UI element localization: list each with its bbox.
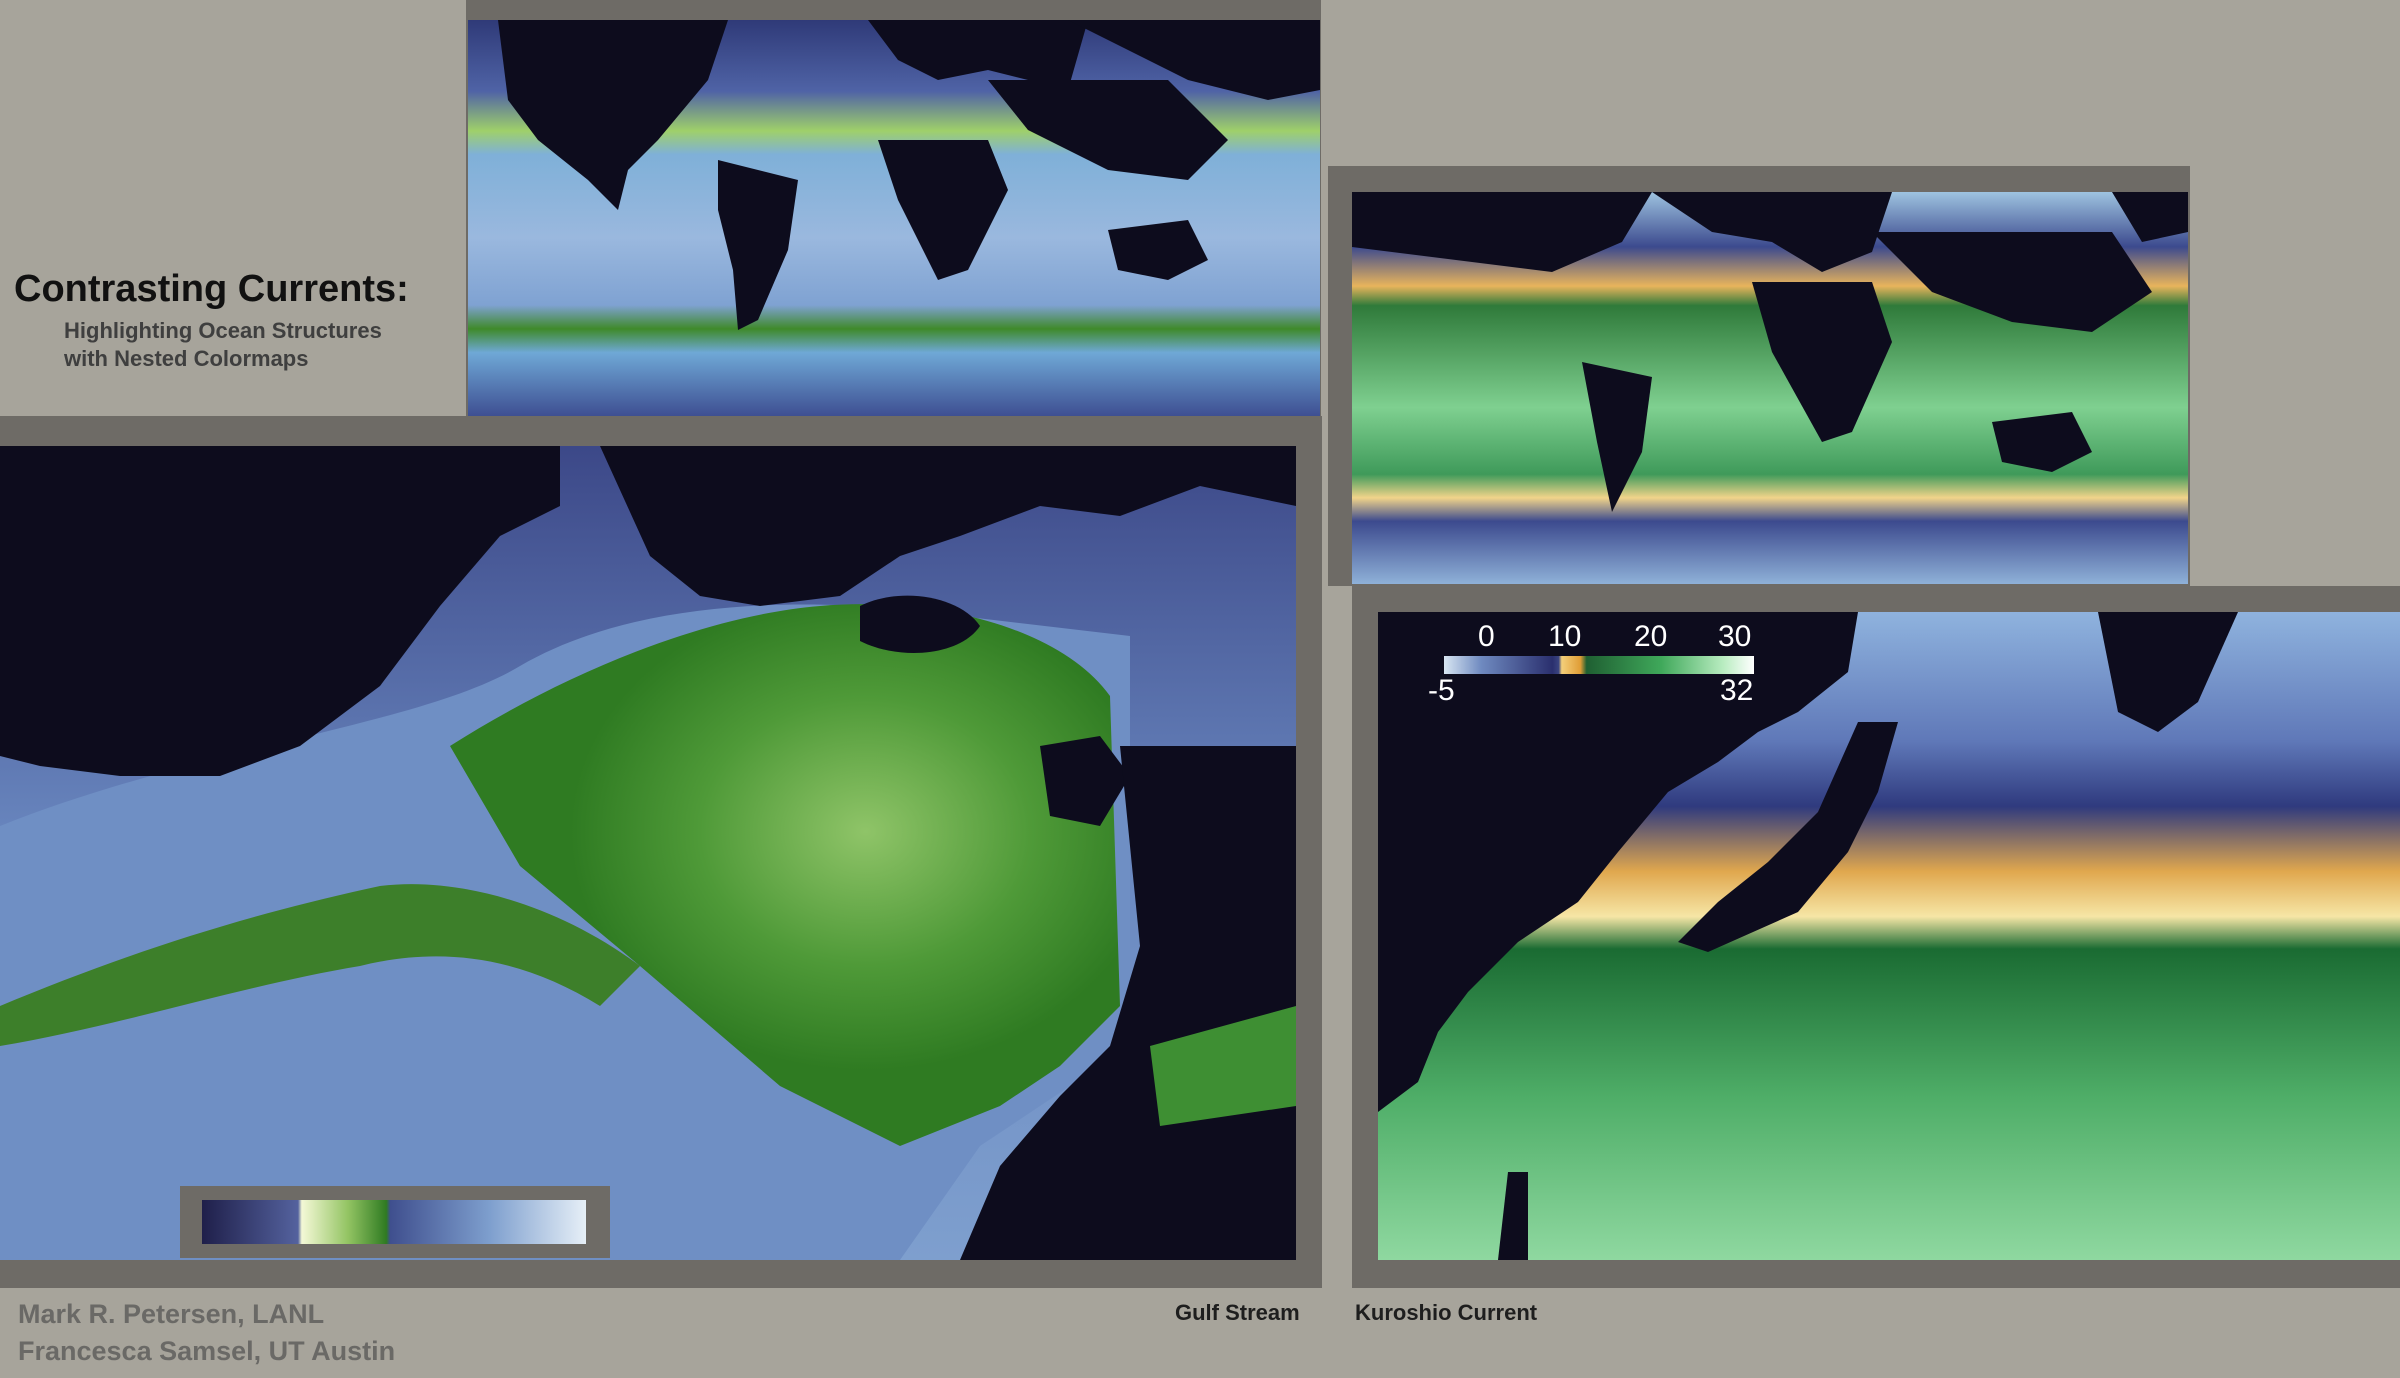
- page-title: Contrasting Currents:: [14, 268, 409, 310]
- caption-gulf-stream: Gulf Stream: [1175, 1300, 1300, 1325]
- caption-kuroshio: Kuroshio Current: [1355, 1300, 1538, 1325]
- colorbar-tick-30: 30: [1718, 620, 1752, 653]
- subtitle-line-1: Highlighting Ocean Structures: [64, 318, 382, 343]
- subtitle-line-2: with Nested Colormaps: [64, 346, 309, 371]
- world-map-yellow-green: [1352, 192, 2188, 584]
- colorbar-max-label: 32: [1720, 674, 1754, 707]
- world-map-green: [468, 20, 1320, 416]
- colorbar-tick-0: 0: [1478, 620, 1495, 653]
- colorbar-tick-10: 10: [1548, 620, 1582, 653]
- credit-author-2: Francesca Samsel, UT Austin: [18, 1336, 396, 1366]
- kuroshio-map: [1378, 612, 2400, 1260]
- colorbar-tick-20: 20: [1634, 620, 1668, 653]
- gulf-stream-map: [0, 446, 1296, 1260]
- credit-author-1: Mark R. Petersen, LANL: [18, 1299, 325, 1329]
- colorbar-min-label: -5: [1428, 674, 1455, 707]
- kuroshio-colorbar: [1444, 656, 1754, 674]
- gulf-stream-colorbar: [202, 1200, 586, 1244]
